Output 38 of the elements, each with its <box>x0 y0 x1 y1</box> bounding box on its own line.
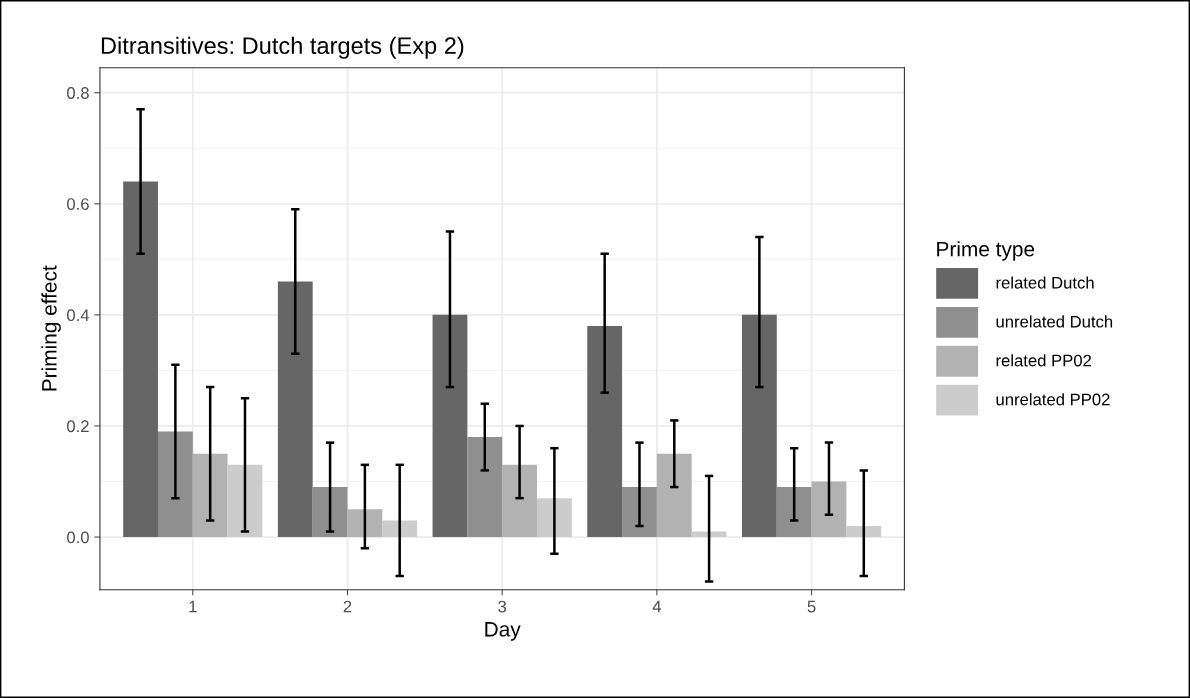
bar <box>846 525 882 538</box>
bar <box>382 520 418 538</box>
y-tick-label: 0.8 <box>67 87 89 99</box>
bar <box>227 464 263 538</box>
bar <box>277 281 313 538</box>
x-tick-label: 5 <box>807 600 816 613</box>
bar <box>157 431 193 538</box>
bar <box>741 314 777 538</box>
bar <box>347 509 383 538</box>
bar <box>622 487 657 538</box>
bar <box>192 453 228 538</box>
bar <box>536 498 572 538</box>
y-axis-title: Priming effect <box>41 265 61 391</box>
bar <box>587 325 623 538</box>
y-tick-label: 0.0 <box>67 531 89 544</box>
x-tick-label: 1 <box>189 600 197 613</box>
chart-title: Ditransitives: Dutch targets (Exp 2) <box>101 36 464 59</box>
bar <box>467 437 503 538</box>
legend-label: unrelated Dutch <box>996 315 1113 328</box>
legend-label: related Dutch <box>996 276 1094 289</box>
x-tick-label: 4 <box>652 600 662 613</box>
bar <box>432 314 468 538</box>
bar <box>123 181 158 538</box>
legend-label: related PP02 <box>996 354 1092 367</box>
bar <box>811 481 847 538</box>
bar <box>312 487 348 538</box>
bar <box>502 464 537 538</box>
legend-title: Prime type <box>937 241 1035 261</box>
x-axis-title: Day <box>485 622 521 641</box>
y-tick-label: 0.6 <box>67 198 89 210</box>
y-tick-label: 0.2 <box>67 420 89 433</box>
x-tick-label: 3 <box>498 600 507 613</box>
y-tick-label: 0.4 <box>67 309 90 322</box>
x-tick-label: 2 <box>343 600 352 613</box>
legend-label: unrelated PP02 <box>996 393 1110 406</box>
bar <box>776 487 812 538</box>
bar <box>656 453 692 538</box>
bar <box>691 531 727 538</box>
